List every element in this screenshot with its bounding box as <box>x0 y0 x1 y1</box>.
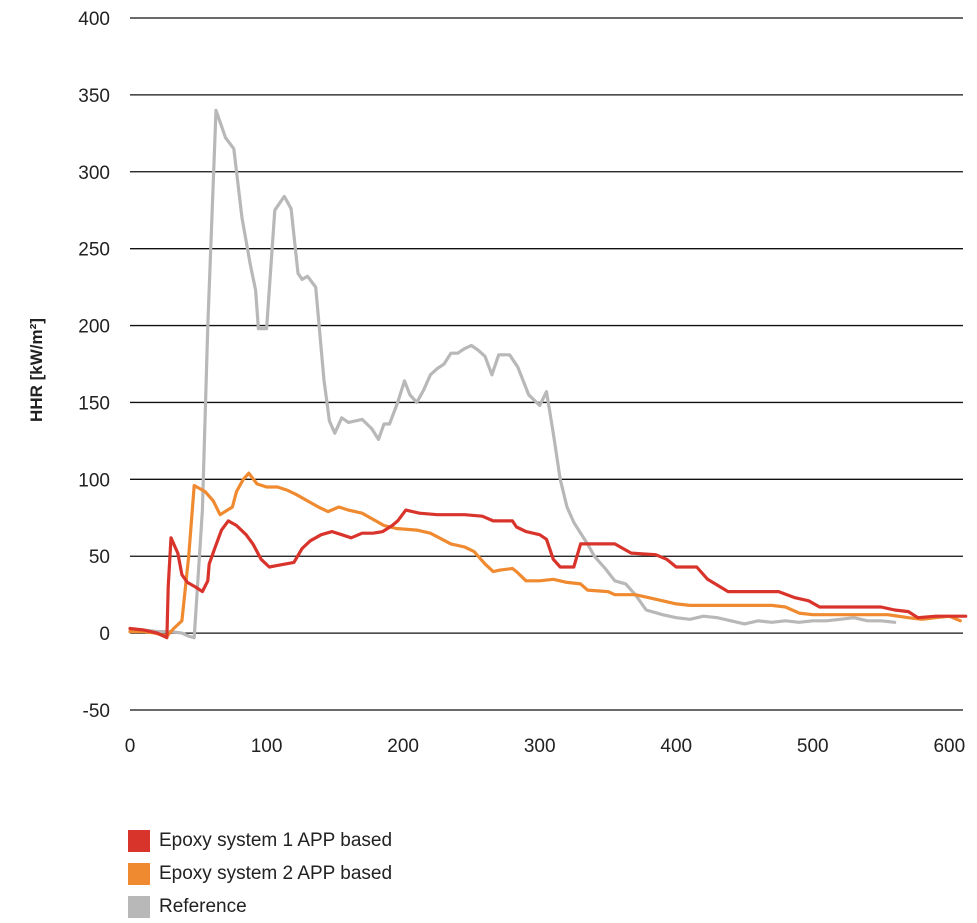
x-tick-label: 300 <box>524 736 556 757</box>
legend-label-epoxy-2: Epoxy system 2 APP based <box>159 862 393 884</box>
y-tick-label: 200 <box>78 317 110 338</box>
series-line-epoxy-system-2-app-based <box>128 471 962 638</box>
legend-swatch-epoxy-2 <box>128 862 150 885</box>
y-tick-label: -50 <box>83 701 110 722</box>
series-line-epoxy-system-1-app-based <box>128 508 968 640</box>
legend-label-reference: Reference <box>159 895 247 917</box>
legend-item-epoxy-2: Epoxy system 2 APP based <box>128 857 392 890</box>
y-tick-label: 150 <box>78 393 110 414</box>
x-tick-label: 500 <box>797 736 829 757</box>
y-tick-label: 300 <box>78 163 110 184</box>
x-tick-label: 600 <box>933 736 965 757</box>
legend-swatch-epoxy-1 <box>128 829 150 852</box>
x-tick-label: 0 <box>125 736 136 757</box>
x-tick-label: 100 <box>251 736 283 757</box>
series-line-reference <box>128 108 897 640</box>
y-tick-label: 100 <box>78 470 110 491</box>
legend-label-epoxy-1: Epoxy system 1 APP based <box>159 829 393 851</box>
x-tick-label: 400 <box>660 736 692 757</box>
grid-lines <box>130 17 963 711</box>
y-axis-label: HHR [kW/m²] <box>27 318 46 422</box>
y-tick-label: 400 <box>78 9 110 30</box>
legend-item-reference: Reference <box>128 890 392 923</box>
y-tick-label: 0 <box>99 624 110 645</box>
legend-swatch-reference <box>128 895 150 918</box>
y-tick-label: 50 <box>89 547 110 568</box>
series-lines <box>128 108 968 640</box>
legend-item-epoxy-1: Epoxy system 1 APP based <box>128 824 392 857</box>
y-tick-label: 250 <box>78 240 110 261</box>
x-tick-label: 200 <box>387 736 419 757</box>
y-tick-label: 350 <box>78 86 110 107</box>
x-axis-tick-labels: 0 100 200 300 400 500 600 <box>125 736 965 757</box>
y-axis-tick-labels: 400 350 300 250 200 150 100 50 0 -50 <box>78 9 110 722</box>
legend: Epoxy system 1 APP based Epoxy system 2 … <box>128 824 392 923</box>
